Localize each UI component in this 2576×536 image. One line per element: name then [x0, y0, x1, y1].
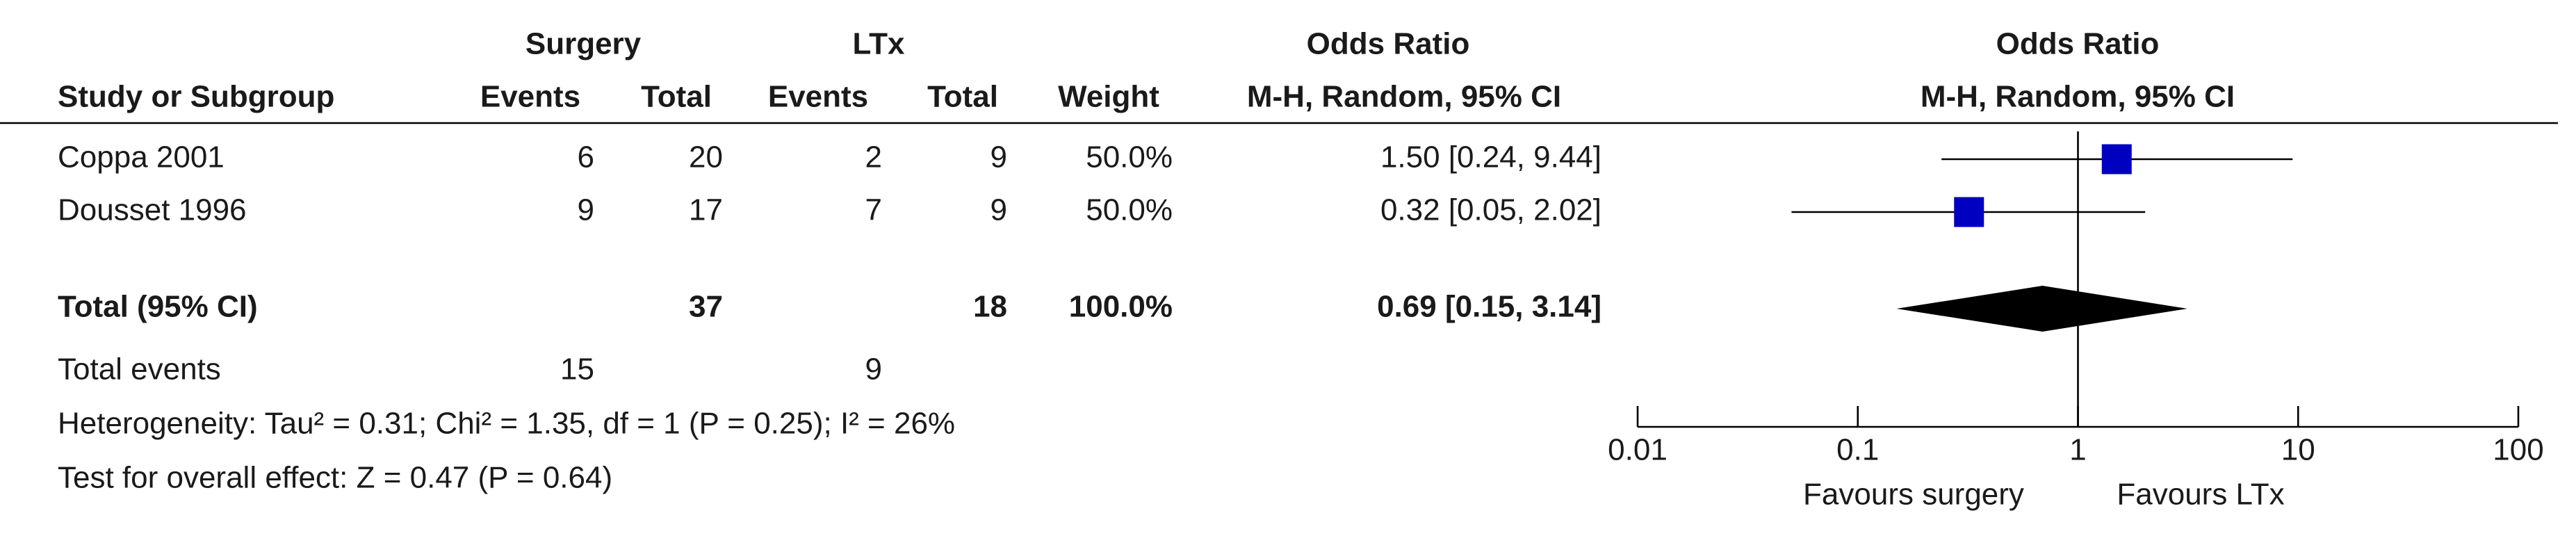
- cell: 37: [689, 290, 723, 324]
- study-square: [1954, 197, 1984, 227]
- cell: 17: [689, 193, 723, 227]
- x-tick-label: 10: [2281, 433, 2315, 467]
- cell: 50.0%: [1086, 193, 1173, 227]
- cell: 1.50 [0.24, 9.44]: [1380, 140, 1601, 174]
- cell: 15: [560, 352, 594, 387]
- total-diamond: [1896, 286, 2187, 332]
- column-header: M-H, Random, 95% CI: [1921, 80, 2235, 114]
- cell: 2: [865, 140, 882, 174]
- study-name: Dousset 1996: [58, 193, 247, 227]
- column-header: Study or Subgroup: [58, 80, 334, 114]
- column-header: M-H, Random, 95% CI: [1247, 80, 1561, 114]
- column-header: Total: [641, 80, 712, 114]
- cell: 100.0%: [1069, 290, 1173, 324]
- x-tick-label: 0.1: [1836, 433, 1879, 467]
- group-header: Surgery: [525, 27, 642, 61]
- heterogeneity: Heterogeneity: Tau² = 0.31; Chi² = 1.35,…: [58, 407, 955, 441]
- cell: 9: [991, 140, 1007, 174]
- cell: 9: [991, 193, 1007, 227]
- cell: 0.69 [0.15, 3.14]: [1377, 290, 1601, 324]
- cell: 9: [865, 352, 882, 387]
- total-label: Total (95% CI): [58, 290, 258, 324]
- x-tick-label: 100: [2493, 433, 2543, 467]
- column-header: Events: [768, 80, 868, 114]
- group-header: Odds Ratio: [1307, 27, 1470, 61]
- x-tick-label: 0.01: [1608, 433, 1668, 467]
- study-name: Coppa 2001: [58, 140, 225, 174]
- x-tick-label: 1: [2069, 433, 2086, 467]
- group-header: LTx: [853, 27, 905, 61]
- column-header: Total: [927, 80, 998, 114]
- cell: 6: [578, 140, 594, 174]
- favours-left: Favours surgery: [1803, 478, 2024, 512]
- cell: 20: [689, 140, 723, 174]
- cell: 50.0%: [1086, 140, 1173, 174]
- cell: 7: [865, 193, 882, 227]
- column-header: Weight: [1058, 80, 1159, 114]
- study-square: [2101, 144, 2132, 174]
- cell: 18: [973, 290, 1007, 324]
- total-events-label: Total events: [58, 352, 221, 387]
- overall-effect: Test for overall effect: Z = 0.47 (P = 0…: [58, 461, 612, 495]
- group-header: Odds Ratio: [1996, 27, 2160, 61]
- column-header: Events: [480, 80, 580, 114]
- cell: 0.32 [0.05, 2.02]: [1380, 193, 1601, 227]
- favours-right: Favours LTx: [2117, 478, 2284, 512]
- cell: 9: [578, 193, 594, 227]
